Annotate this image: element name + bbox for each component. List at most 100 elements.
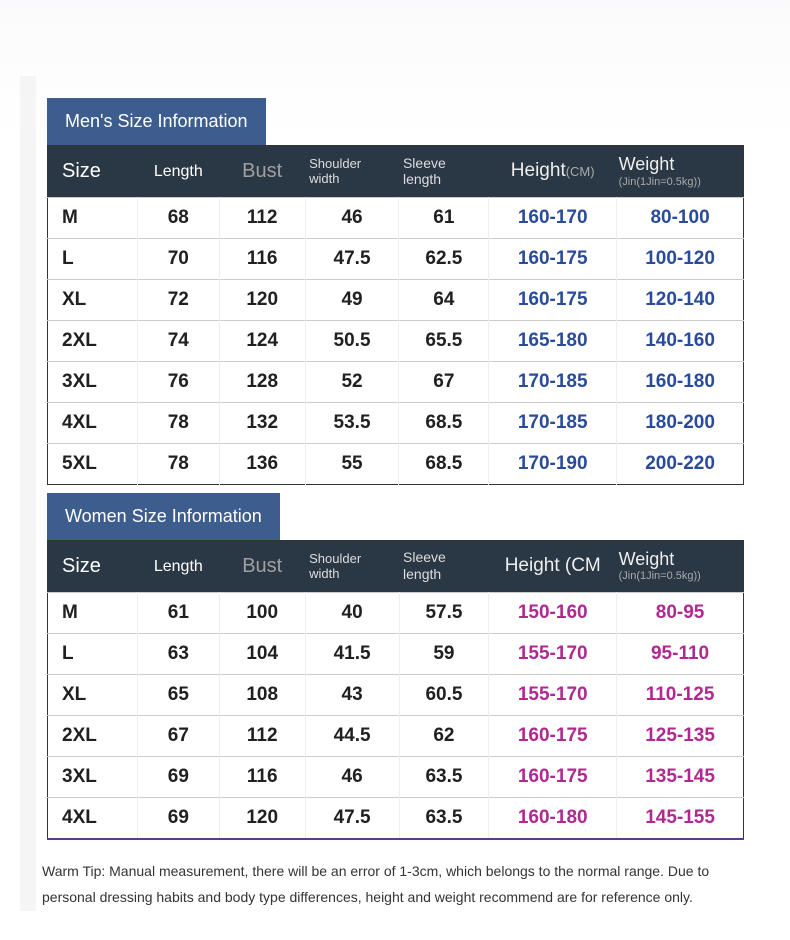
cell-weight: 100-120 xyxy=(617,238,744,279)
cell-shoulder: 50.5 xyxy=(305,320,399,361)
cell-bust: 116 xyxy=(219,756,305,797)
cell-length: 61 xyxy=(137,592,219,633)
cell-height: 155-170 xyxy=(489,674,617,715)
cell-length: 65 xyxy=(137,674,219,715)
cell-length: 63 xyxy=(137,633,219,674)
cell-size: L xyxy=(48,238,138,279)
col-weight: Weight (Jin(1Jin=0.5kg)) xyxy=(617,146,744,198)
cell-shoulder: 40 xyxy=(305,592,399,633)
cell-length: 76 xyxy=(137,361,219,402)
cell-height: 155-170 xyxy=(489,633,617,674)
cell-height: 160-175 xyxy=(489,238,617,279)
cell-size: 5XL xyxy=(48,443,138,484)
table-row: M611004057.5150-16080-95 xyxy=(48,592,744,633)
men-rows: M681124661160-17080-100L7011647.562.5160… xyxy=(48,197,744,484)
cell-weight: 200-220 xyxy=(617,443,744,484)
cell-bust: 120 xyxy=(219,797,305,839)
cell-height: 170-185 xyxy=(489,361,617,402)
cell-size: 3XL xyxy=(48,756,138,797)
table-row: XL651084360.5155-170110-125 xyxy=(48,674,744,715)
cell-sleeve: 63.5 xyxy=(399,756,489,797)
col-sleeve: Sleeve length xyxy=(399,146,489,198)
cell-height: 170-190 xyxy=(489,443,617,484)
cell-shoulder: 53.5 xyxy=(305,402,399,443)
cell-length: 67 xyxy=(137,715,219,756)
cell-size: M xyxy=(48,592,138,633)
men-title: Men's Size Information xyxy=(47,98,266,145)
cell-height: 165-180 xyxy=(489,320,617,361)
cell-size: L xyxy=(48,633,138,674)
table-row: 2XL6711244.562160-175125-135 xyxy=(48,715,744,756)
cell-sleeve: 62.5 xyxy=(399,238,489,279)
table-row: 2XL7412450.565.5165-180140-160 xyxy=(48,320,744,361)
cell-shoulder: 49 xyxy=(305,279,399,320)
cell-height: 160-175 xyxy=(489,279,617,320)
cell-height: 160-180 xyxy=(489,797,617,839)
cell-size: 2XL xyxy=(48,320,138,361)
cell-size: 4XL xyxy=(48,402,138,443)
cell-height: 160-175 xyxy=(489,715,617,756)
cell-length: 70 xyxy=(137,238,219,279)
cell-length: 68 xyxy=(137,197,219,238)
table-row: 5XL781365568.5170-190200-220 xyxy=(48,443,744,484)
table-row: L6310441.559155-17095-110 xyxy=(48,633,744,674)
men-size-section: Men's Size Information Size Length Bust … xyxy=(47,98,770,485)
table-row: 4XL7813253.568.5170-185180-200 xyxy=(48,402,744,443)
cell-weight: 145-155 xyxy=(617,797,744,839)
cell-shoulder: 46 xyxy=(305,756,399,797)
table-row: M681124661160-17080-100 xyxy=(48,197,744,238)
cell-length: 72 xyxy=(137,279,219,320)
col-size: Size xyxy=(48,146,138,198)
col-size: Size xyxy=(48,540,138,592)
cell-size: 3XL xyxy=(48,361,138,402)
cell-height: 150-160 xyxy=(489,592,617,633)
cell-height: 170-185 xyxy=(489,402,617,443)
women-title: Women Size Information xyxy=(47,493,280,540)
cell-weight: 140-160 xyxy=(617,320,744,361)
col-sleeve: Sleeve length xyxy=(399,540,489,592)
col-length: Length xyxy=(137,540,219,592)
cell-bust: 136 xyxy=(219,443,305,484)
cell-length: 74 xyxy=(137,320,219,361)
cell-sleeve: 60.5 xyxy=(399,674,489,715)
cell-shoulder: 43 xyxy=(305,674,399,715)
col-bust: Bust xyxy=(219,146,305,198)
cell-size: XL xyxy=(48,674,138,715)
col-height: Height (CM xyxy=(489,540,617,592)
cell-sleeve: 67 xyxy=(399,361,489,402)
cell-weight: 80-95 xyxy=(617,592,744,633)
women-size-table: Size Length Bust Shoulder width Sleeve l… xyxy=(47,540,744,840)
men-size-table: Size Length Bust Shoulder width Sleeve l… xyxy=(47,145,744,485)
cell-size: 4XL xyxy=(48,797,138,839)
warm-tip: Warm Tip: Manual measurement, there will… xyxy=(42,858,770,911)
cell-weight: 95-110 xyxy=(617,633,744,674)
cell-bust: 132 xyxy=(219,402,305,443)
cell-shoulder: 47.5 xyxy=(305,238,399,279)
col-bust: Bust xyxy=(219,540,305,592)
cell-sleeve: 63.5 xyxy=(399,797,489,839)
cell-bust: 112 xyxy=(219,715,305,756)
table-row: L7011647.562.5160-175100-120 xyxy=(48,238,744,279)
table-row: 3XL761285267170-185160-180 xyxy=(48,361,744,402)
cell-bust: 112 xyxy=(219,197,305,238)
cell-weight: 135-145 xyxy=(617,756,744,797)
cell-weight: 160-180 xyxy=(617,361,744,402)
cell-weight: 180-200 xyxy=(617,402,744,443)
cell-bust: 100 xyxy=(219,592,305,633)
cell-length: 78 xyxy=(137,402,219,443)
cell-shoulder: 55 xyxy=(305,443,399,484)
women-rows: M611004057.5150-16080-95L6310441.559155-… xyxy=(48,592,744,839)
cell-length: 69 xyxy=(137,797,219,839)
table-row: 3XL691164663.5160-175135-145 xyxy=(48,756,744,797)
cell-sleeve: 65.5 xyxy=(399,320,489,361)
cell-bust: 116 xyxy=(219,238,305,279)
cell-size: XL xyxy=(48,279,138,320)
cell-shoulder: 44.5 xyxy=(305,715,399,756)
col-shoulder: Shoulder width xyxy=(305,540,399,592)
cell-shoulder: 52 xyxy=(305,361,399,402)
cell-height: 160-170 xyxy=(489,197,617,238)
table-row: 4XL6912047.563.5160-180145-155 xyxy=(48,797,744,839)
cell-weight: 80-100 xyxy=(617,197,744,238)
cell-shoulder: 46 xyxy=(305,197,399,238)
col-shoulder: Shoulder width xyxy=(305,146,399,198)
